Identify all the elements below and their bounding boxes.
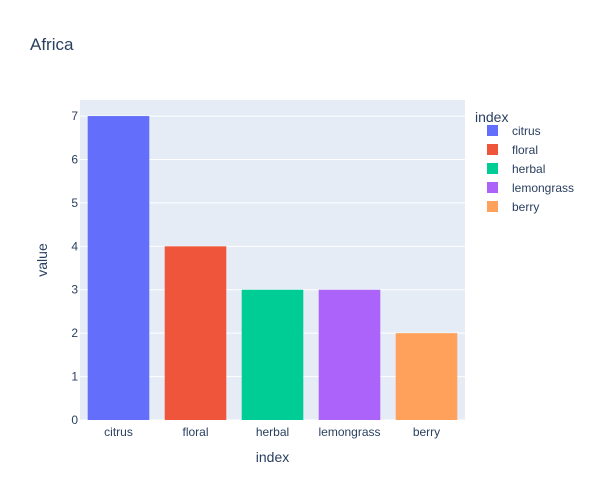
y-tick-label: 1: [71, 370, 78, 384]
bar-floral[interactable]: [164, 246, 227, 420]
legend-label-herbal[interactable]: herbal: [512, 162, 545, 176]
legend-label-lemongrass[interactable]: lemongrass: [512, 181, 574, 195]
x-tick-label-herbal: herbal: [256, 425, 289, 439]
legend-swatch-citrus[interactable]: [487, 125, 498, 136]
x-axis-title: index: [256, 449, 289, 465]
y-tick-label: 5: [71, 196, 78, 210]
y-tick-label: 2: [71, 326, 78, 340]
x-tick-label-citrus: citrus: [104, 425, 133, 439]
x-tick-label-berry: berry: [413, 425, 440, 439]
legend-label-berry[interactable]: berry: [512, 200, 539, 214]
legend-swatch-herbal[interactable]: [487, 163, 498, 174]
legend-swatch-lemongrass[interactable]: [487, 182, 498, 193]
bar-citrus[interactable]: [87, 116, 150, 421]
bar-berry[interactable]: [395, 333, 458, 420]
bars: [87, 116, 458, 421]
legend-swatch-berry[interactable]: [487, 201, 498, 212]
legend-items: citrus floral herbal lemongrass berry: [487, 124, 574, 214]
chart-title: Africa: [30, 35, 74, 54]
y-tick-label: 3: [71, 283, 78, 297]
bar-herbal[interactable]: [241, 289, 304, 420]
y-axis-ticks: 0 1 2 3 4 5 6 7: [71, 109, 78, 427]
x-tick-label-lemongrass: lemongrass: [318, 425, 380, 439]
bar-lemongrass[interactable]: [318, 289, 381, 420]
legend-label-floral[interactable]: floral: [512, 143, 538, 157]
y-tick-label: 6: [71, 152, 78, 166]
legend-title: index: [475, 109, 508, 125]
y-axis-title: value: [34, 243, 50, 277]
legend: index citrus floral herbal lemongrass berry: [475, 109, 574, 214]
legend-swatch-floral[interactable]: [487, 144, 498, 155]
y-tick-label: 4: [71, 239, 78, 253]
legend-label-citrus[interactable]: citrus: [512, 124, 541, 138]
x-tick-label-floral: floral: [182, 425, 208, 439]
y-tick-label: 0: [71, 413, 78, 427]
x-axis-ticks: citrus floral herbal lemongrass berry: [104, 425, 440, 439]
y-tick-label: 7: [71, 109, 78, 123]
